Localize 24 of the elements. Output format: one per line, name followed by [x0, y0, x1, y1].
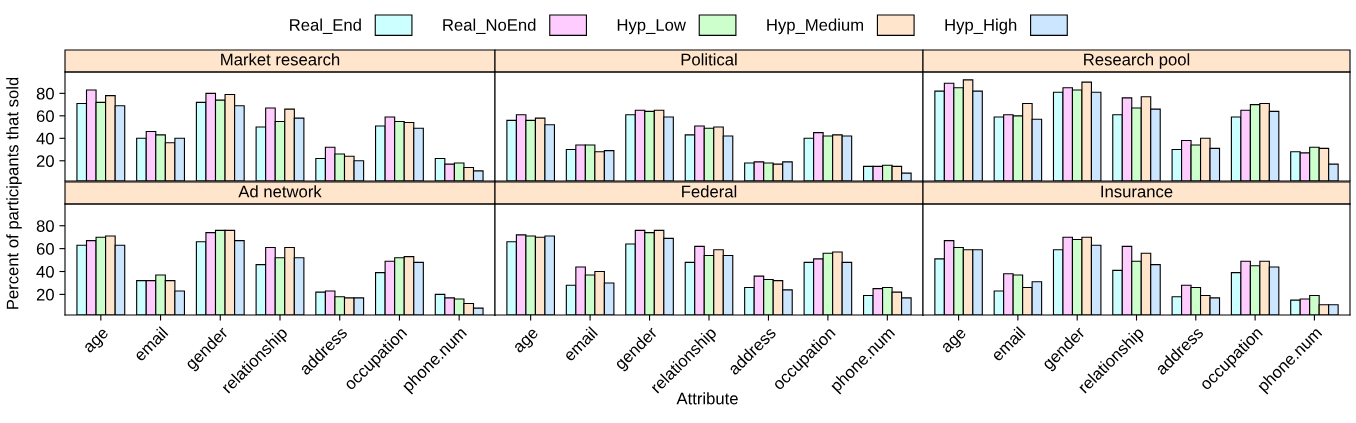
chart-title: Research pool: [1084, 53, 1190, 69]
y-tick-label: 40: [36, 132, 54, 145]
x-axis-title: Attribute: [676, 392, 738, 405]
x-tick-label: age: [83, 328, 112, 356]
legend-label: Real_NoEnd: [443, 18, 536, 34]
y-axis-title: Percent of participants that sold: [6, 77, 22, 309]
chart-title: Market research: [221, 53, 340, 66]
y-tick-label: 80: [36, 87, 54, 100]
y-tick-label: 80: [36, 220, 54, 232]
y-tick-label: 20: [36, 155, 54, 167]
chart-title: Insurance: [1101, 185, 1173, 198]
y-tick-label: 20: [36, 288, 54, 301]
y-tick-label: 60: [36, 110, 54, 123]
legend-label: Hyp_Medium: [767, 18, 863, 35]
x-tick-label: age: [941, 328, 970, 356]
chart-title: Federal: [682, 185, 737, 198]
chart-title: Ad network: [238, 185, 322, 198]
x-tick-label: age: [513, 328, 542, 356]
legend-label: Hyp_Low: [617, 19, 686, 35]
chart-title: Political: [681, 53, 737, 66]
y-tick-label: 60: [36, 243, 54, 255]
y-tick-label: 40: [36, 265, 54, 278]
legend-label: Real_End: [290, 18, 361, 34]
legend-label: Hyp_High: [945, 18, 1017, 35]
